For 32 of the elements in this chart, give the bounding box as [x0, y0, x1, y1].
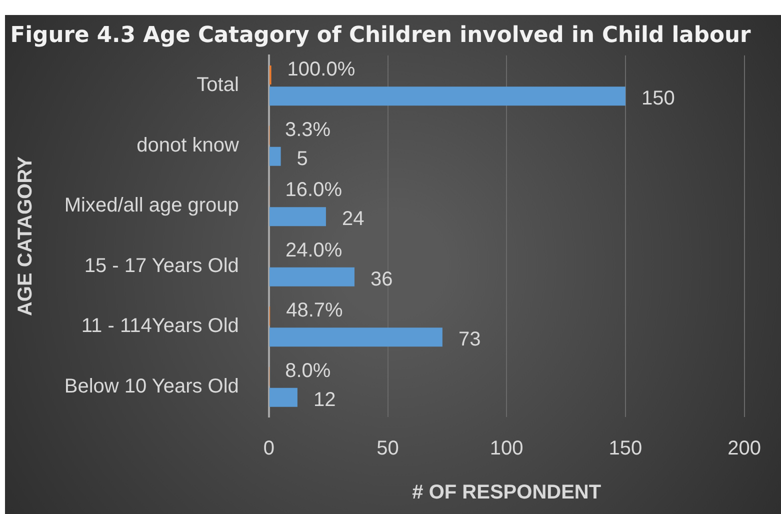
data-label: 5: [296, 148, 308, 170]
bar: [269, 86, 626, 106]
x-tick-label: 0: [263, 438, 274, 460]
data-label: 100.0%: [287, 58, 356, 80]
data-label: 12: [313, 388, 336, 411]
x-tick-label: 50: [376, 438, 399, 460]
data-label: 48.7%: [286, 300, 344, 322]
x-tick-label: 200: [728, 438, 762, 460]
data-label: 8.0%: [285, 360, 331, 382]
y-tick-label: donot know: [136, 134, 240, 156]
bar: [269, 267, 354, 286]
bar: [269, 328, 442, 347]
x-tick-label: 100: [490, 438, 524, 460]
y-tick-label: 15 - 17 Years Old: [84, 254, 239, 277]
bar: [269, 388, 298, 407]
chart-title: Figure 4.3 Age Catagory of Children involved in Child labour: [10, 22, 751, 48]
data-label: 73: [458, 328, 481, 351]
data-label: 36: [370, 268, 393, 290]
x-tick-label: 150: [608, 438, 642, 460]
x-axis-title: # OF RESPONDENT: [412, 482, 602, 504]
data-label: 24: [342, 208, 364, 230]
bar: [269, 207, 326, 226]
bar: [269, 146, 281, 166]
data-label: 24.0%: [285, 239, 342, 262]
data-label: 3.3%: [285, 118, 331, 141]
data-label: 150: [641, 88, 675, 110]
data-label: 16.0%: [285, 179, 342, 202]
y-axis-title: AGE CATAGORY: [14, 156, 37, 316]
y-tick-label: Below 10 Years Old: [64, 375, 239, 398]
y-tick-label: Mixed/all age group: [64, 194, 239, 217]
y-tick-label: 11 - 114Years Old: [81, 315, 239, 338]
y-tick-label: Total: [196, 74, 239, 96]
